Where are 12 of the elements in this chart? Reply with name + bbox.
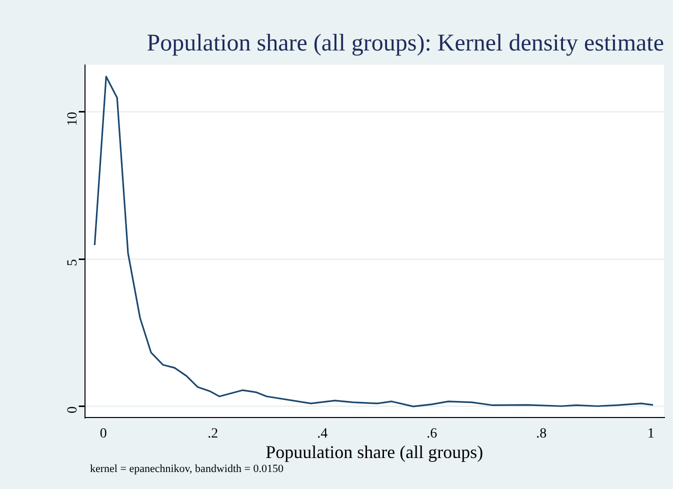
y-tick-label: 0 xyxy=(65,406,80,414)
text: kernel = epanechnikov, bandwidth = 0.0150 xyxy=(90,463,284,475)
y-tick-label: 5 xyxy=(65,259,80,266)
x-tick-label: .8 xyxy=(536,426,547,442)
x-tick-label: 1 xyxy=(647,426,654,442)
x-tick-label: .2 xyxy=(208,426,218,442)
y-tick-label: 10 xyxy=(65,112,80,126)
x-tick-label: .6 xyxy=(426,426,438,442)
x-tick-label: 0 xyxy=(100,426,107,442)
chart-title: Population share (all groups): Kernel density estimate xyxy=(146,30,664,57)
x-tick-label: .4 xyxy=(317,426,328,442)
x-axis-title: Popuulation share (all groups) xyxy=(266,442,484,462)
